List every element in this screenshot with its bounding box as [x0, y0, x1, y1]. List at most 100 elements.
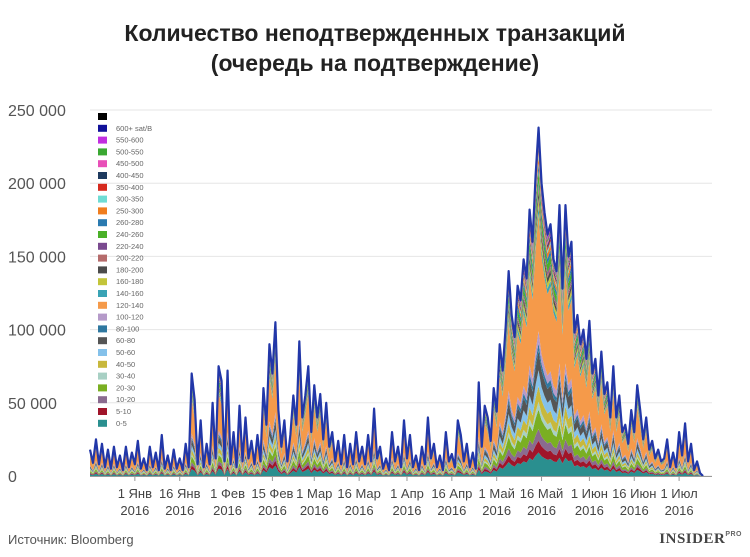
- legend-label: 220-240: [116, 242, 144, 251]
- x-tick-year: 2016: [345, 503, 374, 518]
- legend-swatch: [98, 278, 107, 286]
- legend-label: 180-200: [116, 265, 144, 274]
- legend-swatch: [98, 254, 107, 262]
- x-tick-year: 2016: [165, 503, 194, 518]
- legend-swatch: [98, 372, 107, 380]
- x-tick-label: 1 Янв: [118, 486, 152, 501]
- x-tick-label: 16 Янв: [159, 486, 201, 501]
- legend-swatch: [98, 301, 107, 309]
- x-tick-year: 2016: [575, 503, 604, 518]
- legend-swatch: [98, 207, 107, 215]
- legend-swatch: [98, 231, 107, 238]
- chart-title: Количество неподтвержденных транзакций (…: [0, 18, 750, 78]
- legend-swatch: [98, 360, 107, 368]
- legend-swatch: [98, 219, 107, 227]
- area-series: [90, 452, 704, 476]
- legend-swatch: [98, 384, 107, 392]
- brand-logo: INSIDERPRO: [659, 531, 742, 548]
- legend-swatch: [98, 124, 107, 132]
- legend: 600+ sat/B 550-600 500-550 450-500 400-450 35…: [98, 113, 152, 428]
- x-tick-label: 1 Июл: [660, 486, 697, 501]
- legend-label: 60-80: [116, 336, 135, 345]
- legend-label: 350-400: [116, 183, 144, 192]
- legend-label: 120-140: [116, 301, 144, 310]
- legend-swatch: [98, 183, 107, 191]
- legend-swatch: [98, 396, 107, 404]
- legend-swatch: [98, 195, 107, 203]
- legend-swatch: [98, 349, 107, 356]
- x-tick-label: 16 Июн: [612, 486, 656, 501]
- legend-swatch: [98, 172, 107, 179]
- axes: 0 50 000 100 000 150 000 200 000 250 000 1 Янв…: [8, 103, 712, 518]
- y-tick-label: 100 000: [8, 323, 66, 340]
- x-tick-year: 2016: [213, 503, 242, 518]
- y-tick-label: 0: [8, 469, 17, 486]
- chart-title-line-1: Количество неподтвержденных транзакций: [124, 20, 626, 46]
- chart-title-line-2: (очередь на подтверждение): [210, 50, 540, 76]
- legend-label: 80-100: [116, 324, 139, 333]
- y-tick-label: 250 000: [8, 103, 66, 120]
- total-series-line: [88, 126, 704, 477]
- x-tick-year: 2016: [120, 503, 149, 518]
- y-tick-label: 50 000: [8, 396, 57, 413]
- legend-label: 100-120: [116, 313, 144, 322]
- legend-label: 260-280: [116, 218, 144, 227]
- x-tick-year: 2016: [437, 503, 466, 518]
- legend-label: 140-160: [116, 289, 144, 298]
- legend-label: 400-450: [116, 171, 144, 180]
- legend-label: 20-30: [116, 383, 135, 392]
- source-note: Источник: Bloomberg: [8, 532, 134, 547]
- legend-label: 300-350: [116, 195, 144, 204]
- legend-swatch: [98, 337, 107, 345]
- legend-label: 240-260: [116, 230, 144, 239]
- x-tick-label: 1 Июн: [571, 486, 608, 501]
- legend-label: 200-220: [116, 254, 144, 263]
- x-tick-label: 16 Апр: [431, 486, 472, 501]
- brand-name: INSIDER: [659, 531, 726, 547]
- legend-label: 550-600: [116, 136, 144, 145]
- legend-label: 5-10: [116, 407, 131, 416]
- x-tick-label: 1 Мар: [296, 486, 332, 501]
- stacked-areas: [90, 127, 704, 477]
- x-tick-year: 2016: [620, 503, 649, 518]
- legend-swatch: [98, 313, 107, 321]
- legend-label: 450-500: [116, 159, 144, 168]
- area-series: [90, 440, 704, 476]
- legend-swatch: [98, 242, 107, 250]
- total-line: [88, 126, 704, 477]
- legend-swatch: [98, 408, 107, 415]
- legend-swatch: [98, 290, 107, 297]
- legend-label: 40-50: [116, 360, 135, 369]
- x-tick-year: 2016: [482, 503, 511, 518]
- legend-swatch: [98, 113, 107, 120]
- legend-label: 30-40: [116, 372, 135, 381]
- legend-label: 250-300: [116, 206, 144, 215]
- x-tick-year: 2016: [300, 503, 329, 518]
- legend-label: 50-60: [116, 348, 135, 357]
- legend-label: 160-180: [116, 277, 144, 286]
- legend-swatch: [98, 148, 107, 156]
- x-tick-year: 2016: [393, 503, 422, 518]
- legend-label: 10-20: [116, 395, 135, 404]
- legend-swatch: [98, 419, 107, 427]
- x-tick-year: 2016: [527, 503, 556, 518]
- x-tick-label: 1 Фев: [210, 486, 245, 501]
- legend-swatch: [98, 325, 107, 333]
- legend-label: 500-550: [116, 147, 144, 156]
- x-tick-label: 1 Апр: [390, 486, 424, 501]
- legend-swatch: [98, 266, 107, 274]
- legend-swatch: [98, 136, 107, 144]
- y-tick-label: 150 000: [8, 249, 66, 266]
- x-tick-label: 15 Фев: [251, 486, 293, 501]
- x-tick-year: 2016: [665, 503, 694, 518]
- brand-suffix: PRO: [725, 531, 742, 538]
- legend-label: 0-5: [116, 419, 127, 428]
- area-series: [90, 213, 704, 476]
- x-tick-label: 16 Май: [520, 486, 564, 501]
- x-tick-label: 16 Мар: [337, 486, 381, 501]
- legend-swatch: [98, 160, 107, 168]
- x-tick-year: 2016: [258, 503, 287, 518]
- legend-label: 600+ sat/B: [116, 124, 152, 133]
- y-tick-label: 200 000: [8, 176, 66, 193]
